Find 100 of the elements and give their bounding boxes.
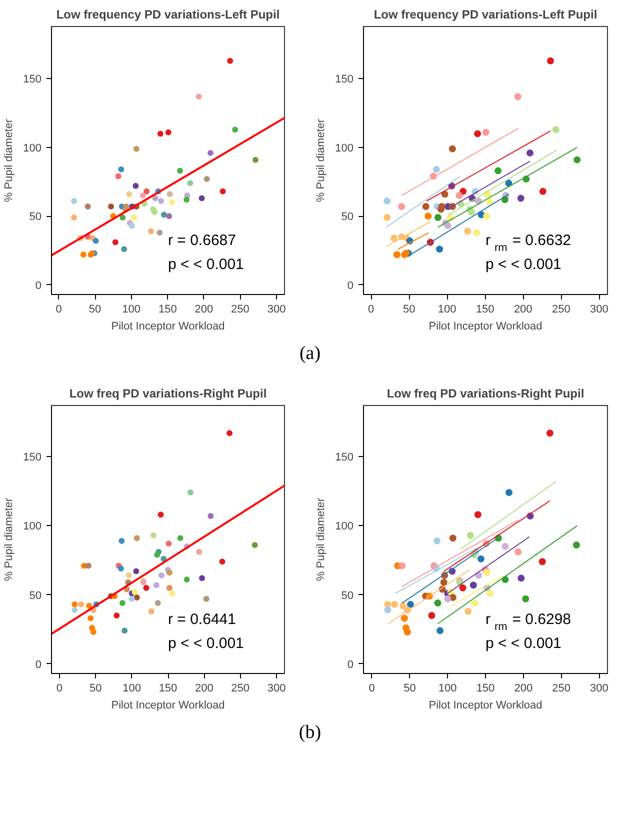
point bbox=[464, 608, 472, 615]
point bbox=[154, 552, 160, 558]
point bbox=[424, 212, 432, 220]
y-tick-label: 100 bbox=[335, 142, 354, 154]
point bbox=[384, 214, 391, 222]
point bbox=[546, 57, 554, 64]
point bbox=[165, 129, 172, 136]
x-tick-label: 100 bbox=[122, 304, 141, 316]
y-tick-label: 50 bbox=[29, 590, 42, 602]
x-tick-label: 150 bbox=[158, 682, 178, 694]
x-tick-label: 300 bbox=[267, 304, 286, 316]
point bbox=[252, 542, 258, 548]
point bbox=[517, 194, 524, 202]
point bbox=[154, 600, 161, 606]
x-tick-label: 50 bbox=[88, 304, 102, 316]
point bbox=[166, 570, 172, 576]
point bbox=[466, 532, 474, 539]
point bbox=[80, 252, 86, 258]
point bbox=[522, 595, 530, 602]
x-axis-title: Pilot Inceptor Workload bbox=[111, 700, 225, 712]
annotation: p < < 0.001 bbox=[168, 635, 244, 652]
y-axis-title: % Pupil diameter bbox=[3, 118, 16, 202]
y-tick-label: 100 bbox=[335, 520, 354, 533]
point bbox=[122, 628, 128, 634]
point bbox=[184, 576, 190, 583]
x-axis-title: Pilot Inceptor Workload bbox=[428, 700, 542, 712]
x-tick-label: 150 bbox=[476, 682, 495, 694]
y-tick-label: 0 bbox=[347, 658, 354, 671]
point bbox=[161, 212, 168, 218]
point bbox=[156, 230, 163, 236]
point bbox=[126, 191, 132, 198]
point bbox=[177, 535, 184, 542]
x-tick-label: 250 bbox=[552, 682, 570, 694]
point bbox=[148, 608, 154, 614]
point bbox=[169, 590, 176, 596]
text: (b) bbox=[298, 721, 322, 745]
y-tick-label: 0 bbox=[35, 280, 42, 292]
x-tick-label: 50 bbox=[404, 682, 416, 694]
x-tick-label: 200 bbox=[514, 682, 533, 694]
point bbox=[118, 166, 124, 172]
point bbox=[444, 595, 452, 602]
chart-title: Low freq PD variations-Right Pupil bbox=[69, 386, 267, 400]
point bbox=[473, 229, 480, 236]
point bbox=[546, 430, 554, 437]
x-tick-label: 200 bbox=[195, 682, 214, 694]
annotation: r = 0.6441 bbox=[168, 610, 236, 628]
chart-title: Low freq PD variations-Right Pupil bbox=[386, 386, 584, 400]
point bbox=[227, 58, 234, 64]
point bbox=[434, 600, 442, 607]
point bbox=[502, 542, 509, 550]
point bbox=[144, 188, 150, 194]
point bbox=[119, 600, 126, 606]
x-axis-title: Pilot Inceptor Workload bbox=[428, 320, 542, 332]
point bbox=[552, 126, 560, 134]
y-tick-label: 100 bbox=[23, 520, 42, 533]
point bbox=[78, 601, 84, 608]
point bbox=[204, 176, 210, 182]
point bbox=[203, 596, 210, 602]
point bbox=[459, 584, 466, 592]
x-tick-label: 0 bbox=[368, 304, 374, 316]
point bbox=[434, 214, 442, 222]
point bbox=[486, 590, 494, 597]
point bbox=[131, 214, 138, 221]
y-tick-label: 0 bbox=[35, 658, 42, 671]
x-tick-label: 250 bbox=[231, 304, 250, 316]
point bbox=[157, 130, 164, 137]
point bbox=[474, 130, 482, 138]
point bbox=[505, 489, 512, 496]
point bbox=[152, 209, 158, 216]
annotation: p < < 0.001 bbox=[168, 256, 244, 274]
point bbox=[129, 222, 136, 229]
point bbox=[494, 167, 502, 174]
y-axis-title: % Pupil diameter bbox=[3, 498, 16, 582]
chart-title: Low frequency PD variations-Left Pupil bbox=[56, 8, 280, 22]
x-tick-label: 0 bbox=[56, 304, 62, 316]
point bbox=[456, 192, 463, 200]
point bbox=[440, 578, 448, 586]
y-tick-label: 150 bbox=[335, 74, 354, 86]
point bbox=[90, 629, 96, 636]
annotation: r = 0.6687 bbox=[168, 232, 236, 249]
x-tick-label: 150 bbox=[476, 304, 494, 316]
point bbox=[92, 238, 99, 244]
x-tick-label: 200 bbox=[514, 304, 532, 316]
point bbox=[85, 562, 92, 569]
x-tick-label: 0 bbox=[56, 682, 63, 694]
point bbox=[153, 582, 160, 588]
point bbox=[71, 198, 77, 204]
point bbox=[128, 596, 135, 602]
point bbox=[158, 512, 164, 518]
point bbox=[514, 548, 522, 556]
point bbox=[143, 584, 150, 591]
point bbox=[184, 196, 190, 203]
point bbox=[406, 600, 414, 608]
x-axis-title: Pilot Inceptor Workload bbox=[111, 320, 225, 332]
x-tick-label: 50 bbox=[90, 682, 102, 694]
x-tick-label: 50 bbox=[402, 304, 416, 316]
point bbox=[148, 228, 154, 234]
point bbox=[187, 490, 194, 496]
point bbox=[436, 246, 444, 253]
point bbox=[470, 582, 477, 589]
